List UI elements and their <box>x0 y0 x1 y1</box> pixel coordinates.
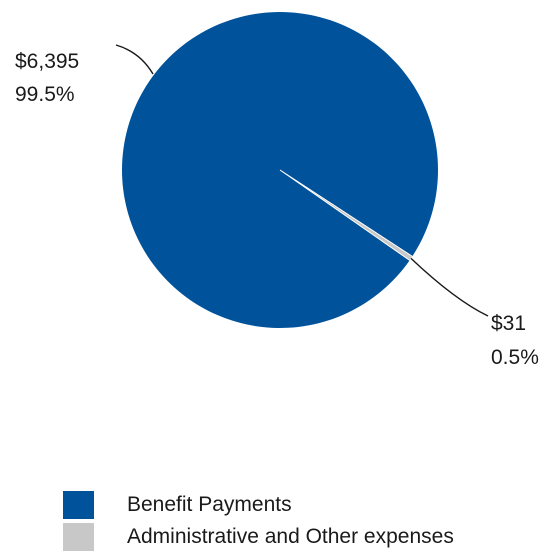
leader-line-administrative <box>410 257 489 317</box>
leader-lines <box>115 44 489 317</box>
legend-swatch-administrative <box>63 523 94 551</box>
legend-swatch-benefit-payments <box>63 491 94 519</box>
administrative-percent-label: 0.5% <box>491 346 539 369</box>
benefit-payments-percent-label: 99.5% <box>15 83 75 106</box>
legend-label-benefit-payments: Benefit Payments <box>127 493 292 516</box>
legend-item-administrative: Administrative and Other expenses <box>63 521 454 553</box>
leader-line-benefit-payments <box>115 44 154 75</box>
legend-item-benefit-payments: Benefit Payments <box>63 489 454 521</box>
legend: Benefit Payments Administrative and Othe… <box>63 489 454 553</box>
slice-separator <box>279 169 413 261</box>
legend-label-administrative: Administrative and Other expenses <box>127 525 454 548</box>
pie-slices <box>122 11 439 328</box>
administrative-value-label: $31 <box>491 312 526 335</box>
benefit-payments-value-label: $6,395 <box>15 50 79 73</box>
